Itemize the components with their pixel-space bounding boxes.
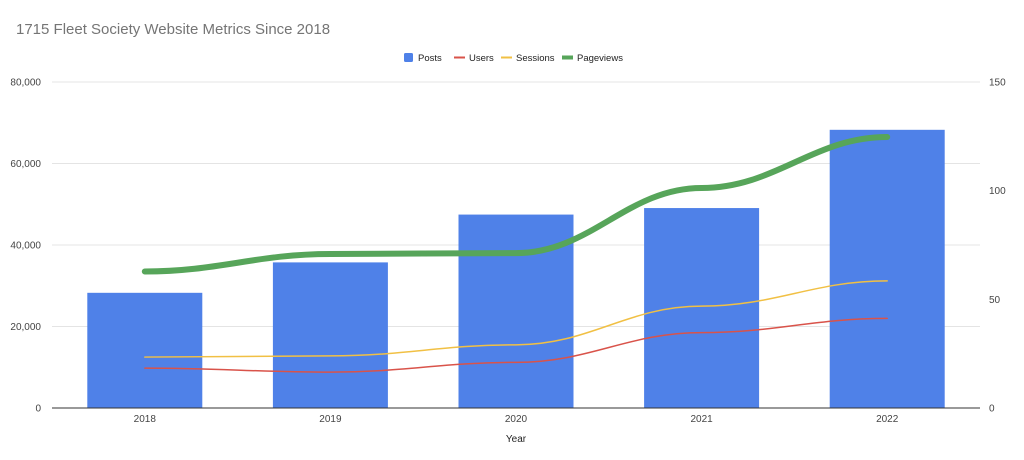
x-tick-label: 2020: [505, 414, 528, 425]
legend-swatch: [454, 56, 465, 59]
legend-label: Pageviews: [577, 53, 623, 64]
legend-item-posts[interactable]: Posts: [404, 53, 442, 64]
bar-2022: [829, 129, 945, 408]
y-left-tick-label: 0: [35, 404, 41, 415]
x-tick-label: 2018: [134, 414, 157, 425]
legend-swatch: [404, 53, 413, 62]
y-left-tick-label: 20,000: [10, 322, 41, 333]
x-tick-label: 2022: [876, 414, 899, 425]
line-pageviews: [141, 134, 891, 275]
legend-item-pageviews[interactable]: Pageviews: [562, 53, 623, 64]
y-left-tick-label: 60,000: [10, 159, 41, 170]
bar-2019: [272, 262, 388, 408]
legend-label: Sessions: [516, 53, 555, 64]
line-sessions: [144, 280, 888, 358]
bar-2021: [644, 208, 760, 408]
y-left-tick-label: 80,000: [10, 78, 41, 89]
legend-label: Users: [469, 53, 494, 64]
y-right-tick-label: 100: [989, 186, 1006, 197]
x-axis-title: Year: [506, 434, 527, 445]
legend-item-sessions[interactable]: Sessions: [501, 53, 555, 64]
bar-2018: [87, 292, 203, 408]
line-series: [141, 134, 891, 373]
x-tick-label: 2021: [690, 414, 713, 425]
chart-title: 1715 Fleet Society Website Metrics Since…: [16, 21, 331, 38]
legend-label: Posts: [418, 53, 442, 64]
legend-swatch: [501, 56, 512, 59]
legend[interactable]: Posts Users Sessions Pageviews: [404, 53, 623, 64]
y-right-tick-label: 150: [989, 78, 1006, 89]
y-right-tick-label: 50: [989, 295, 1001, 306]
line-users: [144, 317, 888, 373]
legend-swatch: [562, 55, 573, 60]
legend-item-users[interactable]: Users: [454, 53, 494, 64]
y-right-tick-label: 0: [989, 404, 995, 415]
x-tick-label: 2019: [319, 414, 342, 425]
y-left-tick-label: 40,000: [10, 241, 41, 252]
axes: 0 20,000 40,000 60,000 80,000 0 50 100 150 2018 20…: [10, 78, 1006, 426]
